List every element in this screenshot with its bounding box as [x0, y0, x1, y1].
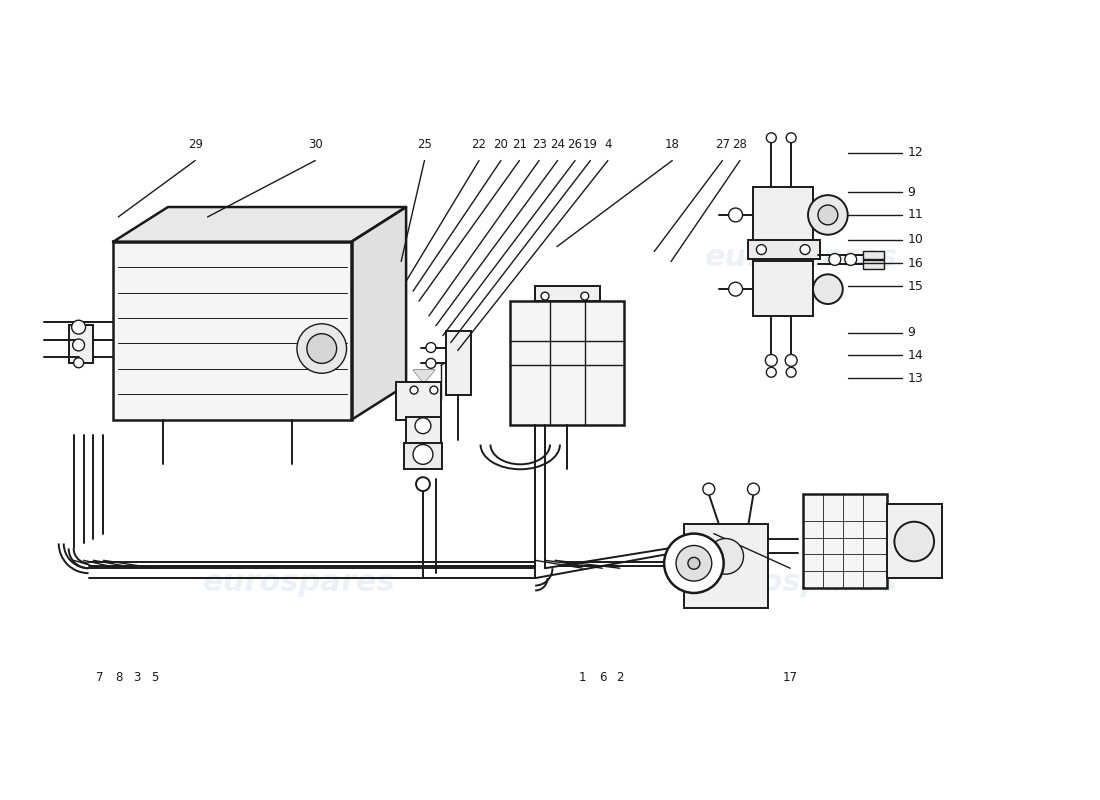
Circle shape — [757, 245, 767, 254]
Polygon shape — [414, 370, 433, 382]
Circle shape — [813, 274, 843, 304]
Bar — [404, 442, 442, 470]
Text: 27: 27 — [715, 138, 730, 150]
Circle shape — [767, 133, 777, 142]
Circle shape — [74, 358, 84, 368]
Polygon shape — [113, 207, 406, 242]
Text: 28: 28 — [733, 138, 747, 150]
Text: 10: 10 — [908, 233, 923, 246]
Bar — [754, 262, 813, 316]
Circle shape — [412, 445, 433, 464]
Bar — [396, 382, 441, 420]
Circle shape — [808, 195, 848, 234]
Bar — [510, 301, 625, 425]
Circle shape — [415, 418, 431, 434]
Text: 12: 12 — [908, 146, 923, 159]
Bar — [406, 417, 441, 445]
Text: 2: 2 — [616, 670, 624, 684]
Bar — [862, 261, 884, 270]
Circle shape — [416, 477, 430, 491]
Circle shape — [72, 320, 86, 334]
Polygon shape — [352, 207, 406, 420]
Circle shape — [785, 354, 798, 366]
Text: 1: 1 — [579, 670, 586, 684]
Text: 15: 15 — [908, 280, 923, 293]
Text: 17: 17 — [783, 670, 798, 684]
Text: 24: 24 — [550, 138, 565, 150]
Circle shape — [664, 534, 724, 593]
Text: 13: 13 — [908, 372, 923, 385]
Text: 29: 29 — [188, 138, 202, 150]
Text: 19: 19 — [583, 138, 598, 150]
Text: 9: 9 — [908, 326, 915, 339]
Circle shape — [676, 546, 712, 581]
Circle shape — [748, 483, 759, 495]
Text: 7: 7 — [97, 670, 104, 684]
Circle shape — [728, 282, 743, 296]
Circle shape — [297, 324, 346, 374]
Circle shape — [541, 292, 549, 300]
Bar — [446, 330, 471, 395]
Text: 26: 26 — [568, 138, 583, 150]
Circle shape — [845, 254, 857, 266]
Text: 22: 22 — [472, 138, 486, 150]
Bar — [803, 494, 888, 588]
Bar — [113, 242, 352, 420]
Text: 23: 23 — [531, 138, 547, 150]
Text: 18: 18 — [664, 138, 680, 150]
Bar — [754, 187, 813, 242]
Text: 8: 8 — [116, 670, 122, 684]
Circle shape — [703, 483, 715, 495]
Text: eurospares: eurospares — [202, 567, 395, 597]
Text: eurospares: eurospares — [705, 567, 898, 597]
Text: 3: 3 — [134, 670, 141, 684]
Circle shape — [581, 292, 589, 300]
Bar — [535, 286, 600, 301]
Text: 11: 11 — [908, 209, 923, 222]
Circle shape — [818, 205, 838, 225]
Text: 6: 6 — [598, 670, 606, 684]
Text: 14: 14 — [908, 349, 923, 362]
Circle shape — [426, 358, 436, 368]
Text: 5: 5 — [151, 670, 158, 684]
Bar — [888, 504, 942, 578]
Bar — [748, 240, 820, 259]
Circle shape — [73, 339, 85, 351]
Text: eurospares: eurospares — [705, 243, 898, 272]
Circle shape — [786, 133, 796, 142]
Text: 25: 25 — [417, 138, 432, 150]
Text: 20: 20 — [494, 138, 508, 150]
Text: 30: 30 — [308, 138, 322, 150]
Text: 9: 9 — [908, 186, 915, 198]
Bar — [68, 325, 94, 362]
Circle shape — [307, 334, 337, 363]
Text: eurospares: eurospares — [202, 243, 395, 272]
Bar — [862, 250, 884, 259]
Circle shape — [766, 354, 778, 366]
Text: 4: 4 — [604, 138, 612, 150]
Circle shape — [426, 342, 436, 353]
Text: 21: 21 — [512, 138, 527, 150]
Circle shape — [430, 386, 438, 394]
Circle shape — [728, 208, 743, 222]
Circle shape — [786, 367, 796, 378]
Circle shape — [829, 254, 840, 266]
Circle shape — [800, 245, 810, 254]
Circle shape — [707, 538, 744, 574]
Circle shape — [410, 386, 418, 394]
Circle shape — [767, 367, 777, 378]
Bar — [684, 524, 768, 608]
Circle shape — [894, 522, 934, 562]
Circle shape — [688, 558, 700, 570]
Text: 16: 16 — [908, 257, 923, 270]
